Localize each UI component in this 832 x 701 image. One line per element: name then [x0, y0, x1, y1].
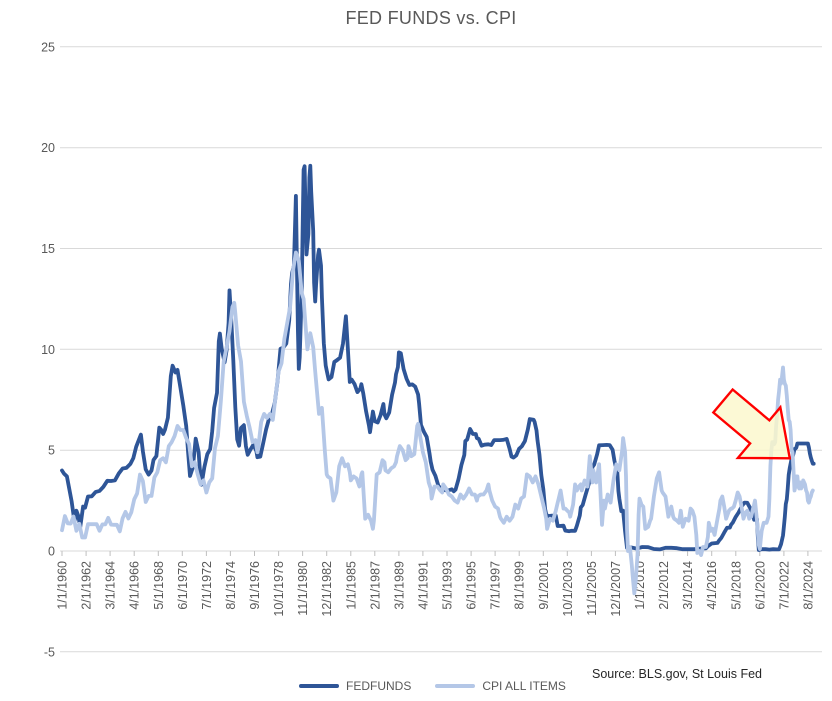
legend-item-fedfunds: FEDFUNDS [299, 679, 411, 693]
svg-text:2/1/1987: 2/1/1987 [368, 561, 382, 610]
fedfunds-line [60, 163, 816, 552]
svg-text:6/1/2020: 6/1/2020 [753, 561, 767, 610]
highlight-arrow [711, 387, 792, 460]
svg-text:8/1/2024: 8/1/2024 [801, 561, 815, 610]
svg-text:5/1/1993: 5/1/1993 [441, 561, 455, 610]
svg-text:4/1/1966: 4/1/1966 [128, 561, 142, 610]
svg-text:3/1/1964: 3/1/1964 [104, 561, 118, 610]
svg-text:3/1/2014: 3/1/2014 [681, 561, 695, 610]
cpi-line-swatch [435, 684, 476, 688]
cpi-line [60, 250, 815, 596]
svg-text:11/1/2005: 11/1/2005 [585, 561, 599, 616]
svg-text:2/1/1962: 2/1/1962 [80, 561, 94, 610]
svg-text:15: 15 [41, 242, 55, 256]
svg-text:9/1/1976: 9/1/1976 [248, 561, 262, 610]
cpi-legend-label: CPI ALL ITEMS [482, 679, 566, 693]
svg-text:8/1/1974: 8/1/1974 [224, 561, 238, 610]
svg-text:5: 5 [48, 444, 55, 458]
svg-text:11/1/1980: 11/1/1980 [296, 561, 310, 616]
svg-text:6/1/1995: 6/1/1995 [465, 561, 479, 610]
svg-text:1/1/1985: 1/1/1985 [344, 561, 358, 610]
svg-text:12/1/1982: 12/1/1982 [320, 561, 334, 617]
svg-text:10/1/1978: 10/1/1978 [272, 561, 286, 617]
svg-text:9/1/2001: 9/1/2001 [537, 561, 551, 610]
chart-title: FED FUNDS vs. CPI [345, 8, 517, 28]
svg-text:5/1/1968: 5/1/1968 [152, 561, 166, 610]
x-axis: 1/1/1960 2/1/1962 3/1/1964 4/1/1966 5/1/1968… [56, 551, 815, 617]
svg-text:4/1/1991: 4/1/1991 [416, 561, 430, 610]
svg-text:12/1/2007: 12/1/2007 [609, 561, 623, 617]
svg-text:20: 20 [41, 141, 55, 155]
legend: FEDFUNDS CPI ALL ITEMS [299, 679, 566, 693]
legend-item-cpi: CPI ALL ITEMS [435, 679, 566, 693]
svg-text:10/1/2003: 10/1/2003 [561, 561, 575, 617]
svg-text:2/1/2012: 2/1/2012 [657, 561, 671, 610]
fedfunds-legend-label: FEDFUNDS [346, 679, 412, 693]
source-text: Source: BLS.gov, St Louis Fed [592, 667, 763, 681]
gridlines [60, 46, 822, 653]
svg-text:6/1/1970: 6/1/1970 [176, 561, 190, 610]
svg-text:8/1/1999: 8/1/1999 [513, 561, 527, 610]
svg-text:10: 10 [41, 343, 55, 357]
svg-text:7/1/1972: 7/1/1972 [200, 561, 214, 610]
svg-text:1/1/1960: 1/1/1960 [56, 561, 70, 610]
svg-text:3/1/1989: 3/1/1989 [392, 561, 406, 610]
svg-text:7/1/2022: 7/1/2022 [777, 561, 791, 610]
svg-text:5/1/2018: 5/1/2018 [729, 561, 743, 610]
svg-text:4/1/2016: 4/1/2016 [705, 561, 719, 610]
y-axis-labels: -5 0 5 10 15 20 25 [41, 40, 55, 659]
fedfunds-line-swatch [299, 684, 339, 688]
svg-text:25: 25 [41, 40, 55, 54]
svg-text:7/1/1997: 7/1/1997 [489, 561, 503, 610]
svg-text:0: 0 [48, 545, 55, 559]
svg-text:-5: -5 [44, 645, 55, 659]
